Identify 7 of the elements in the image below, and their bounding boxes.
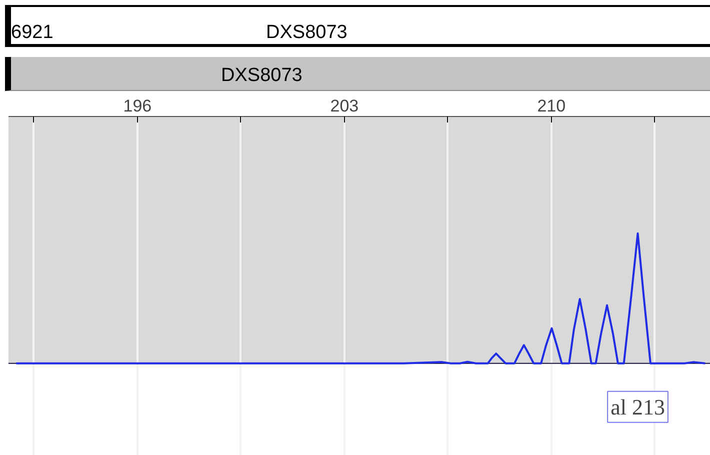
chart-title: DXS8073 <box>221 64 302 88</box>
x-tick-label: 203 <box>330 96 359 116</box>
text: al 213 <box>610 394 665 420</box>
x-tick-label: 210 <box>537 96 566 116</box>
x-tick-label: 196 <box>123 96 152 116</box>
text: DXS8073 <box>266 21 348 45</box>
text: 6921 <box>11 21 54 45</box>
